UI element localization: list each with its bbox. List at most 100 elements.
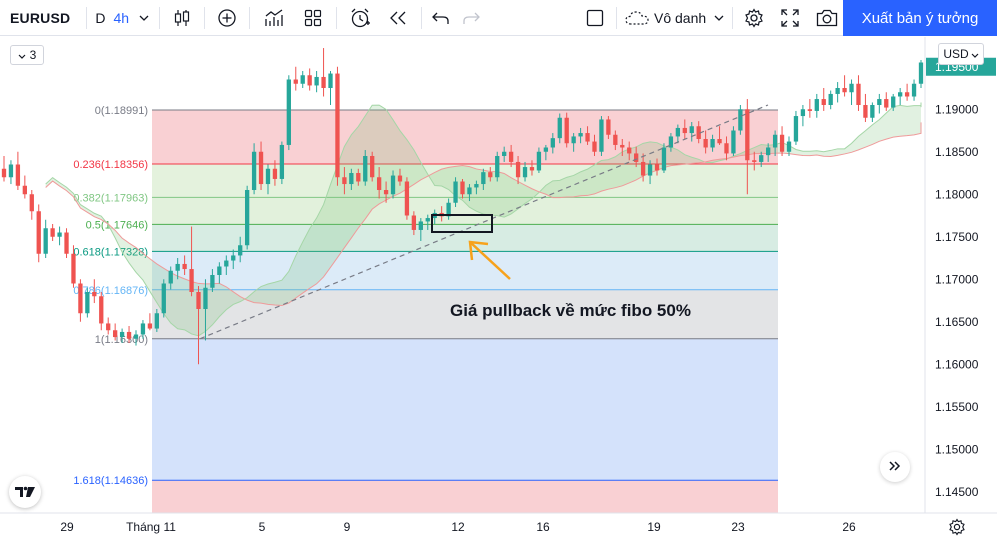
- toolbar-divider: [336, 6, 338, 29]
- publish-idea-button[interactable]: Xuất bản ý tưởng: [843, 0, 997, 36]
- compare-plus-icon[interactable]: [209, 0, 245, 36]
- interval-4h-button[interactable]: 4h: [113, 9, 130, 26]
- candle-body: [779, 134, 785, 152]
- chart-settings-gear-icon[interactable]: [948, 518, 966, 541]
- candle: [550, 133, 555, 154]
- pullback-highlight-box: [431, 214, 493, 233]
- interval-d-button[interactable]: D: [95, 9, 106, 26]
- candle: [696, 121, 701, 144]
- symbol-search-button[interactable]: EURUSD: [10, 9, 71, 26]
- indicator-collapse-toggle[interactable]: 3: [10, 45, 44, 65]
- candle: [119, 328, 125, 343]
- candle: [425, 214, 430, 230]
- candle: [210, 269, 215, 292]
- camera-icon[interactable]: [809, 0, 845, 36]
- candlestick-series: [1, 48, 924, 365]
- candle-body: [620, 144, 625, 148]
- candle-body: [640, 161, 646, 176]
- candle-body: [376, 177, 382, 190]
- candle-body: [696, 126, 701, 139]
- time-tick-label: Tháng 11: [126, 520, 176, 534]
- candle-body: [8, 164, 14, 178]
- replay-icon[interactable]: [379, 0, 417, 36]
- candle-body: [564, 117, 569, 144]
- toolbar-divider: [159, 6, 161, 29]
- candle: [106, 317, 111, 335]
- candle: [529, 160, 535, 176]
- candle: [870, 102, 875, 122]
- candle: [161, 279, 166, 318]
- candle: [543, 144, 549, 161]
- price-chart[interactable]: 0(1.18991) 0.236(1.18356) 0.382(1.17963) 0.…: [0, 37, 997, 542]
- candle-body: [189, 269, 194, 292]
- undo-icon[interactable]: [426, 0, 456, 36]
- candle-body: [397, 175, 403, 182]
- candle: [196, 286, 201, 365]
- candle: [703, 130, 708, 154]
- candle-body: [877, 99, 882, 105]
- candle: [335, 66, 340, 186]
- top-toolbar: EURUSD D 4h Vô danh: [0, 0, 997, 36]
- layout-name-button[interactable]: Vô danh: [621, 0, 728, 36]
- candle: [258, 141, 264, 190]
- fullscreen-square-icon[interactable]: [578, 0, 612, 36]
- fib-zone: [152, 289, 778, 339]
- candle: [29, 190, 34, 220]
- candle-body: [759, 155, 764, 162]
- candle-body: [508, 151, 514, 162]
- fib-zone-extension: [152, 480, 778, 513]
- indicators-icon[interactable]: [254, 0, 294, 36]
- candle-body: [474, 184, 479, 188]
- candle: [15, 151, 21, 190]
- candle-body: [585, 133, 590, 142]
- candle-body: [210, 275, 215, 288]
- settings-gear-icon[interactable]: [737, 0, 771, 36]
- candle: [203, 279, 208, 341]
- candle: [627, 141, 632, 161]
- scroll-to-realtime-button[interactable]: [880, 452, 910, 482]
- candle: [64, 228, 69, 258]
- chevron-down-icon: [971, 47, 979, 61]
- alert-clock-icon[interactable]: [341, 0, 379, 36]
- candle: [585, 126, 590, 145]
- candle: [397, 168, 403, 186]
- candle: [856, 75, 861, 111]
- templates-grid-icon[interactable]: [294, 0, 332, 36]
- candle-body: [328, 73, 333, 88]
- candle-body: [675, 127, 681, 137]
- expand-icon[interactable]: [771, 0, 809, 36]
- candle-body: [522, 167, 528, 178]
- candle: [786, 136, 792, 156]
- candle-body: [1, 168, 7, 178]
- candles-chart-type-icon[interactable]: [164, 0, 200, 36]
- candle: [349, 168, 354, 190]
- interval-dropdown-chevron-icon[interactable]: [133, 0, 155, 36]
- candle-body: [15, 164, 21, 186]
- candle: [647, 160, 653, 185]
- fibonacci-retracement: 0(1.18991) 0.236(1.18356) 0.382(1.17963) 0.…: [73, 105, 778, 513]
- arrow-head: [468, 240, 489, 261]
- candle: [863, 93, 868, 122]
- candle-body: [411, 215, 417, 230]
- currency-selector[interactable]: USD: [938, 43, 984, 65]
- candle-body: [182, 263, 187, 270]
- candle-body: [786, 141, 792, 152]
- redo-icon[interactable]: [456, 0, 486, 36]
- candle-body: [793, 116, 799, 142]
- candle-body: [154, 313, 159, 329]
- candle-body: [314, 76, 319, 86]
- candle: [57, 226, 62, 246]
- fib-zone: [152, 163, 778, 198]
- candle-body: [390, 175, 396, 195]
- candle-body: [661, 147, 667, 171]
- candle: [557, 113, 562, 144]
- candle: [189, 226, 194, 297]
- candle: [154, 309, 159, 332]
- price-tick-label: 1.19000: [935, 102, 979, 116]
- candle: [314, 71, 319, 93]
- candle-body: [627, 147, 632, 154]
- tradingview-logo-icon[interactable]: [9, 476, 41, 508]
- candle: [759, 151, 764, 168]
- candle-body: [717, 139, 722, 144]
- time-tick-label: 19: [647, 520, 661, 534]
